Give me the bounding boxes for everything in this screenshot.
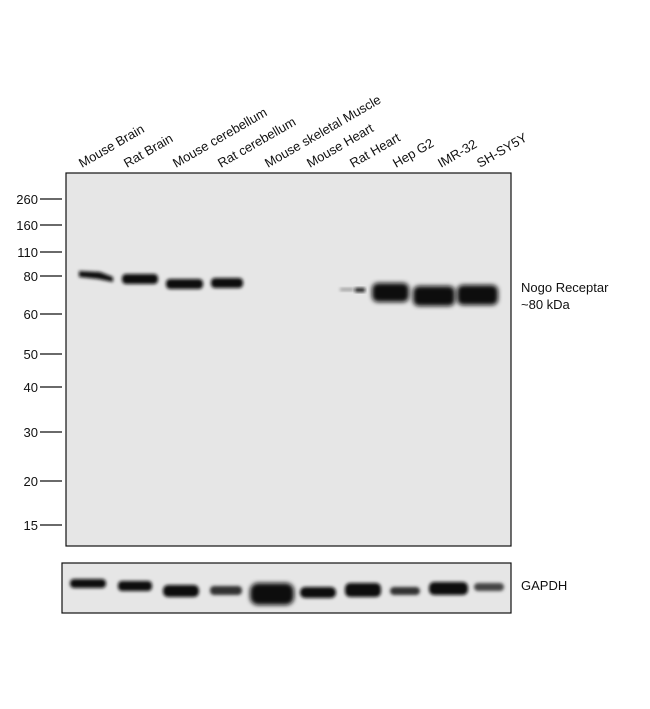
band xyxy=(163,585,199,597)
target-size: ~80 kDa xyxy=(521,297,571,312)
band xyxy=(429,582,468,595)
band xyxy=(372,283,409,302)
band xyxy=(250,583,294,605)
target-label: Nogo Receptar xyxy=(521,280,609,295)
band xyxy=(474,583,504,591)
band xyxy=(166,279,203,289)
band xyxy=(355,288,365,292)
marker-label: 40 xyxy=(24,380,38,395)
gapdh-bands xyxy=(70,579,504,605)
marker-label: 80 xyxy=(24,269,38,284)
marker-label: 110 xyxy=(17,245,38,260)
band xyxy=(211,278,243,288)
marker-label: 60 xyxy=(24,307,38,322)
main-bands xyxy=(79,271,498,306)
band xyxy=(70,579,106,588)
main-blot xyxy=(65,172,512,547)
band xyxy=(122,274,158,284)
band xyxy=(79,271,113,282)
band xyxy=(340,288,354,291)
marker-label: 30 xyxy=(24,425,38,440)
band xyxy=(413,286,455,306)
band xyxy=(118,581,152,591)
loading-control-label: GAPDH xyxy=(521,578,567,593)
marker-label: 50 xyxy=(24,347,38,362)
band xyxy=(210,586,242,595)
marker-label: 20 xyxy=(24,474,38,489)
band xyxy=(345,583,381,597)
marker-label: 160 xyxy=(16,218,38,233)
band xyxy=(300,587,336,598)
band xyxy=(390,587,420,595)
band xyxy=(457,285,498,305)
marker-label: 15 xyxy=(24,518,38,533)
marker-label: 260 xyxy=(16,192,38,207)
